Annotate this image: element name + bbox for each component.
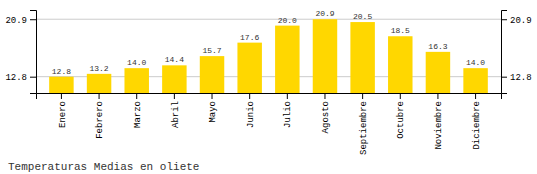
x-axis-tick: Noviembre: [434, 93, 444, 150]
bar: [162, 65, 186, 93]
x-axis-tick-label: Julio: [283, 101, 293, 128]
x-axis-tick-mark: [400, 93, 401, 99]
x-axis-tick: Febrero: [95, 93, 105, 139]
y2-axis-tick: 12.8: [501, 73, 532, 83]
x-axis-tick-label: Abril: [171, 101, 181, 128]
x-axis-tick-label: Diciembre: [472, 101, 482, 150]
x-axis-tick-mark: [362, 93, 363, 99]
data-label: 12.8: [52, 67, 71, 76]
x-axis-tick-mark: [249, 93, 250, 99]
x-axis-tick-mark: [99, 93, 100, 99]
bar: [388, 36, 412, 93]
title: Temperaturas Medias en oliete: [8, 161, 199, 173]
bar: [350, 22, 374, 93]
data-label: 17.6: [240, 33, 259, 42]
bar: [426, 52, 450, 93]
x-axis-tick-label: Enero: [58, 101, 68, 128]
x-axis-tick-label: Junio: [246, 101, 256, 128]
x-axis-tick: Mayo: [208, 93, 218, 123]
bar: [87, 74, 111, 93]
x-axis-tick-mark: [174, 93, 175, 99]
bar: [124, 68, 148, 93]
x-axis-tick: Enero: [58, 93, 68, 128]
y-axis: 12.8 20.9: [5, 11, 36, 94]
y2-axis-tick: 20.9: [501, 16, 532, 26]
chart-container: 12.8 13.2 14.0 14.4 15.7 17.6 20.0 20.9 20.5 18.5…: [0, 0, 537, 174]
x-axis: Enero Febrero Marzo Abril Mayo Junio Julio Agos…: [37, 93, 502, 155]
data-label: 14.0: [466, 58, 485, 67]
x-axis-tick-mark: [212, 93, 213, 99]
y-axis-tick-label: 20.9: [5, 16, 27, 26]
data-label: 20.5: [353, 12, 372, 21]
x-axis-tick-mark: [475, 93, 476, 99]
data-label: 20.0: [278, 16, 297, 25]
x-axis-tick: Agosto: [321, 93, 331, 133]
grid-line: [36, 19, 501, 20]
x-axis-tick-mark: [61, 93, 62, 99]
y2-axis: 12.8 20.9: [501, 11, 532, 94]
x-axis-tick-mark: [287, 93, 288, 99]
x-axis-tick-label: Noviembre: [434, 101, 444, 150]
x-axis-tick: Diciembre: [472, 93, 482, 150]
data-label: 16.3: [428, 42, 447, 51]
y-axis-tick: 12.8: [5, 73, 36, 83]
x-axis-tick-label: Mayo: [208, 101, 218, 123]
bar: [200, 56, 224, 93]
x-axis-tick: Abril: [171, 93, 181, 128]
bar: [313, 19, 337, 93]
data-label: 15.7: [202, 46, 221, 55]
data-label: 20.9: [315, 9, 334, 18]
y-axis-tick: 20.9: [5, 16, 36, 26]
data-label: 18.5: [391, 26, 410, 35]
data-labels: 12.8 13.2 14.0 14.4 15.7 17.6 20.0 20.9 20.5 18.5…: [52, 9, 486, 75]
bar: [463, 68, 487, 93]
x-axis-tick-label: Septiembre: [359, 101, 369, 155]
x-axis-tick: Marzo: [133, 93, 143, 128]
x-axis-tick: Septiembre: [359, 93, 369, 155]
y-axis-tick-label: 12.8: [5, 73, 27, 83]
x-axis-tick: Junio: [246, 93, 256, 128]
x-axis-tick-label: Agosto: [321, 101, 331, 133]
y-axis-tick-mark: [30, 19, 36, 20]
x-axis-tick-label: Febrero: [95, 101, 105, 139]
x-axis-tick-mark: [136, 93, 137, 99]
bar: [237, 43, 261, 93]
y2-axis-tick-label: 20.9: [510, 16, 532, 26]
y2-axis-tick-mark: [501, 19, 507, 20]
data-label: 13.2: [89, 64, 108, 73]
data-label: 14.4: [165, 55, 184, 64]
bars: [49, 19, 488, 93]
y2-axis-tick-mark: [501, 77, 507, 78]
y-axis-line: [30, 11, 37, 94]
bar: [49, 77, 73, 93]
y2-axis-tick-label: 12.8: [510, 73, 532, 83]
x-axis-tick-mark: [437, 93, 438, 99]
plot: 12.8 13.2 14.0 14.4 15.7 17.6 20.0 20.9 20.5 18.5…: [5, 9, 531, 167]
chart: 12.8 13.2 14.0 14.4 15.7 17.6 20.0 20.9 20.5 18.5…: [0, 0, 537, 174]
data-label: 14.0: [127, 58, 146, 67]
y-axis-tick-mark: [30, 77, 36, 78]
x-axis-tick: Octubre: [396, 93, 406, 139]
x-axis-tick: Julio: [283, 93, 293, 128]
x-axis-tick-label: Octubre: [396, 101, 406, 139]
x-axis-tick-mark: [324, 93, 325, 99]
y2-axis-line: [502, 11, 508, 94]
x-axis-line: [37, 94, 502, 100]
bar: [275, 26, 299, 93]
x-axis-tick-label: Marzo: [133, 101, 143, 128]
